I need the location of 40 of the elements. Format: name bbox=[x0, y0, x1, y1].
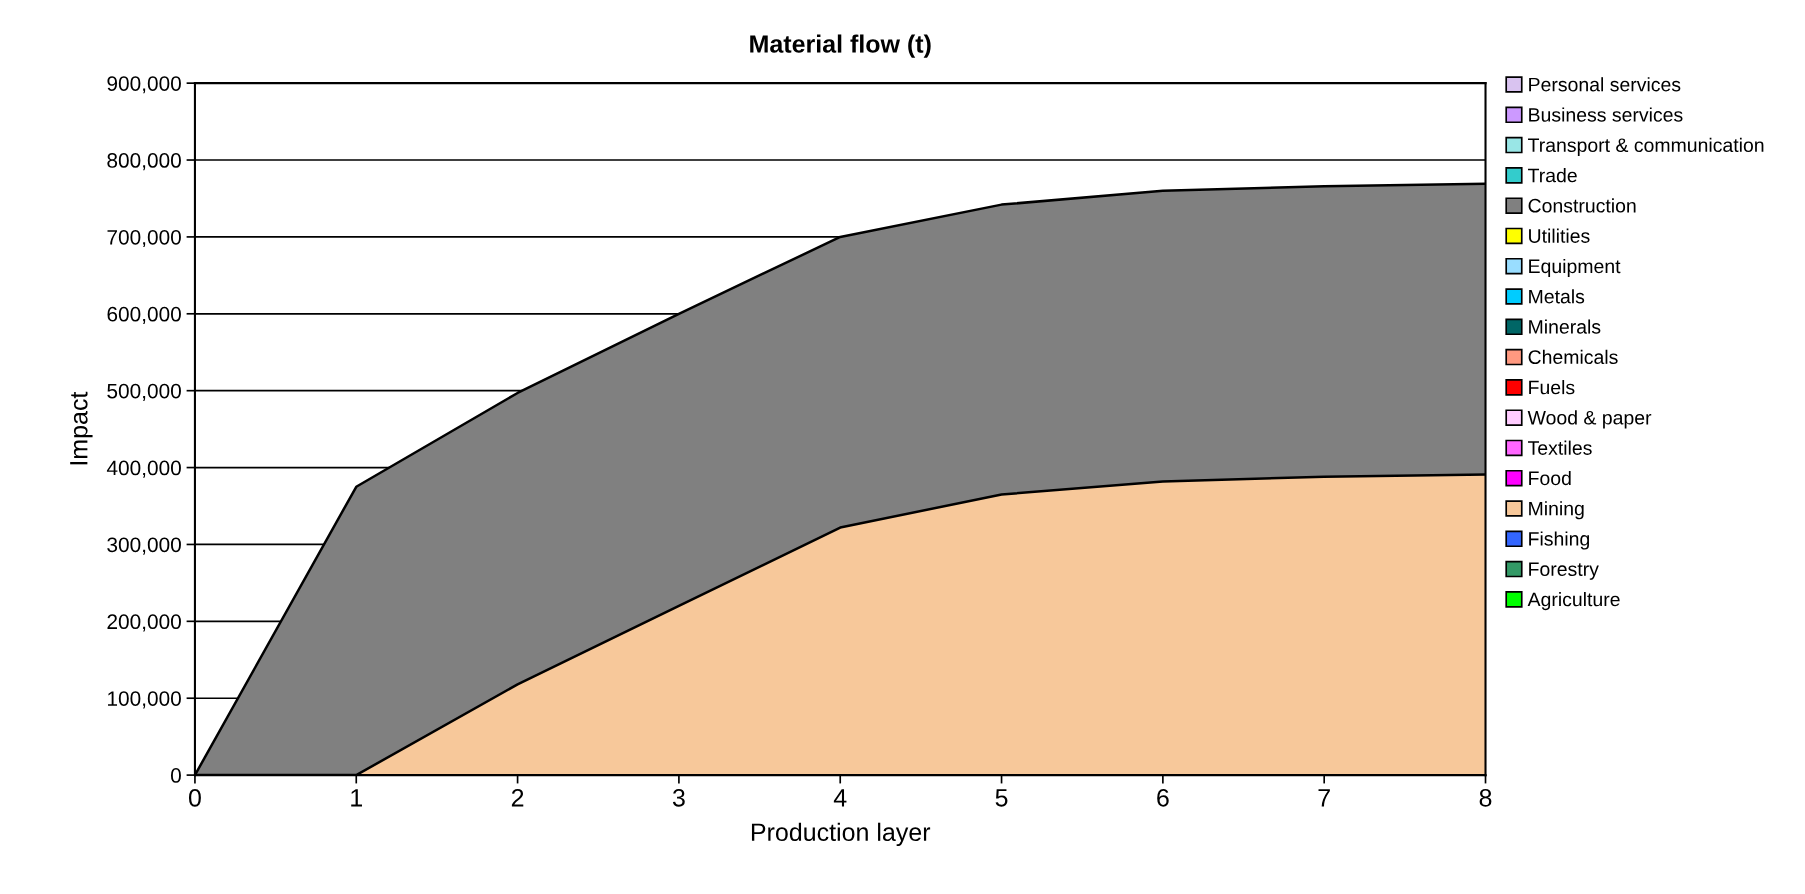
x-tick-label: 6 bbox=[1157, 788, 1169, 807]
legend-label: Fuels bbox=[1529, 380, 1575, 395]
y-tick-label: 300,000 bbox=[107, 537, 181, 555]
x-tick-label: 2 bbox=[511, 788, 524, 807]
x-tick-label: 0 bbox=[188, 788, 201, 807]
y-tick-label: 200,000 bbox=[107, 614, 181, 632]
legend-label: Food bbox=[1529, 470, 1571, 486]
legend-label: Business services bbox=[1529, 107, 1683, 122]
legend-label: Personal services bbox=[1529, 77, 1681, 92]
legend-label: Forestry bbox=[1529, 562, 1599, 580]
legend-label: Minerals bbox=[1529, 319, 1601, 334]
legend-label: Textiles bbox=[1528, 440, 1592, 455]
y-tick-label: 500,000 bbox=[107, 383, 181, 401]
x-tick-label: 4 bbox=[833, 789, 847, 807]
legend-label: Trade bbox=[1528, 168, 1577, 183]
legend-label: Utilities bbox=[1529, 228, 1590, 243]
legend-label: Wood & paper bbox=[1527, 410, 1652, 429]
legend-label: Chemicals bbox=[1528, 349, 1618, 365]
legend-label: Metals bbox=[1529, 289, 1585, 304]
y-tick-label: 0 bbox=[170, 768, 181, 783]
x-tick-label: 5 bbox=[995, 789, 1008, 807]
y-tick-label: 800,000 bbox=[107, 153, 181, 171]
y-axis-title: Impact bbox=[70, 391, 93, 465]
legend-label: Mining bbox=[1529, 501, 1584, 520]
y-tick-label: 100,000 bbox=[108, 691, 181, 709]
y-tick-label: 600,000 bbox=[107, 306, 181, 325]
y-tick-label: 900,000 bbox=[107, 76, 181, 94]
x-tick-label: 7 bbox=[1318, 789, 1330, 807]
chart-title: Material flow (t) bbox=[750, 34, 931, 58]
legend-label: Transport & communication bbox=[1528, 137, 1764, 156]
legend-label: Agriculture bbox=[1527, 592, 1620, 611]
x-tick-label: 1 bbox=[351, 789, 362, 807]
x-tick-label: 8 bbox=[1479, 788, 1492, 807]
y-tick-label: 400,000 bbox=[106, 460, 181, 478]
x-axis-title: Production layer bbox=[751, 822, 931, 847]
legend-label: Equipment bbox=[1529, 258, 1621, 278]
legend-label: Fishing bbox=[1529, 531, 1590, 550]
legend-label: Construction bbox=[1528, 198, 1636, 213]
y-tick-label: 700,000 bbox=[107, 229, 181, 248]
x-tick-label: 3 bbox=[672, 788, 685, 807]
